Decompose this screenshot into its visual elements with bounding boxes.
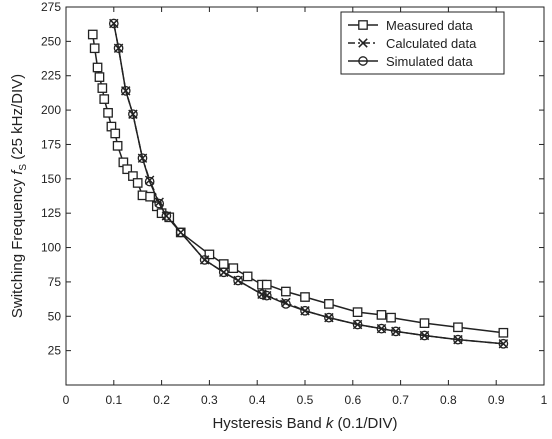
axis-ticks: 0 0.1 0.2 0.3 0.4 0.5 0.6 0.7 0.8 0.9 125507510012… <box>41 0 548 407</box>
data-point <box>97 83 108 93</box>
data-point <box>386 312 396 323</box>
data-point <box>94 72 105 82</box>
y-axis-label: Switching Frequency fS (25 kHz/DIV) <box>9 74 29 318</box>
data-point <box>376 323 387 334</box>
y-tick-label: 100 <box>41 241 61 255</box>
data-point <box>390 326 401 337</box>
data-point <box>113 43 124 54</box>
series-square <box>87 29 509 338</box>
y-tick-label: 50 <box>48 309 62 323</box>
x-tick-label: 1 <box>541 393 548 407</box>
y-tick-label: 25 <box>48 344 62 358</box>
data-point <box>324 312 334 323</box>
x-axis-label: Hysteresis Band k (0.1/DIV) <box>212 415 397 432</box>
data-point <box>376 310 387 320</box>
series-line <box>113 23 504 345</box>
data-point <box>137 153 148 164</box>
legend-marker <box>358 56 368 66</box>
x-tick-label: 0.6 <box>344 393 361 407</box>
data-point <box>87 29 98 40</box>
legend-items: Measured data Calculated data Simulated da… <box>348 18 477 69</box>
series-circle <box>108 18 509 349</box>
x-tick-label: 0 <box>63 393 70 407</box>
data-point <box>261 290 272 301</box>
data-point <box>92 62 103 73</box>
data-point <box>199 255 210 265</box>
y-tick-label: 225 <box>41 69 61 83</box>
data-point <box>498 327 509 338</box>
data-point <box>112 140 123 151</box>
data-point <box>120 85 131 96</box>
data-point <box>453 322 463 333</box>
y-tick-label: 150 <box>41 172 61 186</box>
data-point <box>175 227 186 238</box>
legend-label: Calculated data <box>386 36 477 51</box>
y-tick-label: 125 <box>41 206 61 220</box>
x-tick-label: 0.8 <box>440 393 457 407</box>
legend-marker <box>358 20 368 30</box>
data-point <box>419 330 430 341</box>
x-tick-label: 0.5 <box>297 393 314 407</box>
data-point <box>99 94 110 104</box>
data-point <box>281 286 291 297</box>
x-tick-label: 0.2 <box>153 393 170 407</box>
data-point <box>261 279 272 290</box>
x-tick-label: 0.1 <box>105 393 122 407</box>
y-tick-label: 175 <box>41 137 61 151</box>
x-tick-label: 0.7 <box>392 393 409 407</box>
data-point <box>233 275 243 286</box>
data-point <box>242 271 253 282</box>
data-point <box>128 109 138 120</box>
data-point <box>204 249 215 260</box>
data-point <box>110 128 121 139</box>
data-point <box>218 259 229 269</box>
data-point <box>281 299 291 309</box>
data-point <box>228 263 239 274</box>
data-point <box>108 18 119 29</box>
legend-label: Simulated data <box>386 54 473 69</box>
y-tick-label: 200 <box>41 103 61 117</box>
data-point <box>89 43 100 54</box>
data-point <box>498 338 509 349</box>
data-point <box>352 307 363 317</box>
y-tick-label: 250 <box>41 34 61 48</box>
x-tick-label: 0.3 <box>201 393 218 407</box>
x-tick-label: 0.4 <box>249 393 266 407</box>
data-point <box>132 178 143 188</box>
x-tick-label: 0.9 <box>488 393 505 407</box>
data-point <box>300 305 310 316</box>
data-point <box>419 318 430 328</box>
data-point <box>122 164 133 175</box>
legend-marker <box>358 38 368 48</box>
data-point <box>154 198 165 209</box>
data-point <box>324 299 334 309</box>
data-point <box>257 289 267 300</box>
legend-label: Measured data <box>386 18 473 33</box>
data-point <box>144 176 155 187</box>
series-group <box>87 18 509 349</box>
data-point <box>453 334 463 345</box>
y-tick-label: 75 <box>48 275 62 289</box>
data-point <box>218 267 229 278</box>
data-point <box>103 107 113 118</box>
data-point <box>300 292 310 302</box>
legend: Measured data Calculated data Simulated da… <box>340 11 505 75</box>
y-tick-label: 275 <box>41 0 61 14</box>
data-point <box>145 191 155 202</box>
data-point <box>352 319 363 330</box>
data-point <box>161 211 172 221</box>
